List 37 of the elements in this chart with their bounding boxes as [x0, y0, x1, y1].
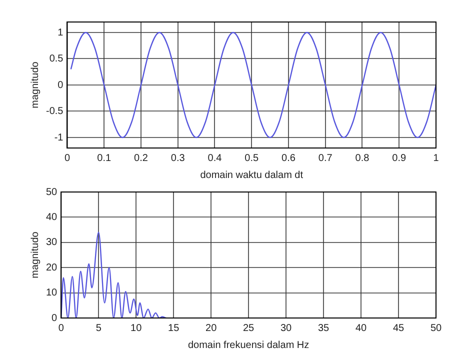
y-tick-label: 0 — [52, 312, 58, 324]
x-tick-label: 10 — [130, 322, 142, 334]
x-tick-label: 45 — [392, 322, 405, 334]
x-tick-label: 35 — [318, 322, 330, 334]
x-tick-label: 25 — [243, 322, 255, 334]
x-tick-label: 0.2 — [134, 152, 148, 164]
x-tick-label: 0.1 — [97, 152, 112, 164]
y-tick-label: 20 — [46, 262, 58, 274]
x-axis-title: domain waktu dalam dt — [200, 170, 304, 181]
line-series — [70, 32, 436, 138]
x-tick-label: 20 — [206, 322, 218, 334]
y-axis-title: magnitudo — [30, 231, 41, 278]
x-tick-label: 0.7 — [318, 152, 333, 164]
y-tick-label: 50 — [46, 186, 58, 198]
y-tick-label: 30 — [46, 237, 58, 248]
y-tick-label: 10 — [46, 288, 58, 299]
y-axis-title: magnitudo — [30, 61, 41, 108]
y-tick-label: 40 — [46, 212, 58, 223]
x-tick-label: 1 — [433, 152, 440, 164]
x-tick-label: 30 — [280, 322, 292, 334]
x-tick-label: 50 — [430, 322, 442, 334]
x-tick-label: 0.8 — [355, 152, 370, 164]
x-tick-label: 40 — [355, 322, 368, 334]
y-tick-label: 0.5 — [49, 54, 64, 64]
y-tick-label: -1 — [54, 132, 64, 144]
x-tick-label: 0.5 — [244, 152, 259, 164]
x-tick-label: 0.6 — [282, 152, 296, 164]
y-tick-label: 0 — [58, 80, 64, 91]
x-tick-label: 0.3 — [170, 152, 186, 164]
x-tick-label: 15 — [168, 322, 180, 334]
line-series — [61, 232, 167, 318]
x-tick-label: 0.9 — [392, 152, 407, 164]
x-tick-label: 0.4 — [208, 152, 222, 164]
x-tick-label: 5 — [96, 322, 102, 334]
y-tick-label: 1 — [58, 27, 64, 38]
y-tick-label: -0.5 — [46, 106, 64, 117]
x-axis-title: domain frekuensi dalam Hz — [188, 340, 310, 351]
